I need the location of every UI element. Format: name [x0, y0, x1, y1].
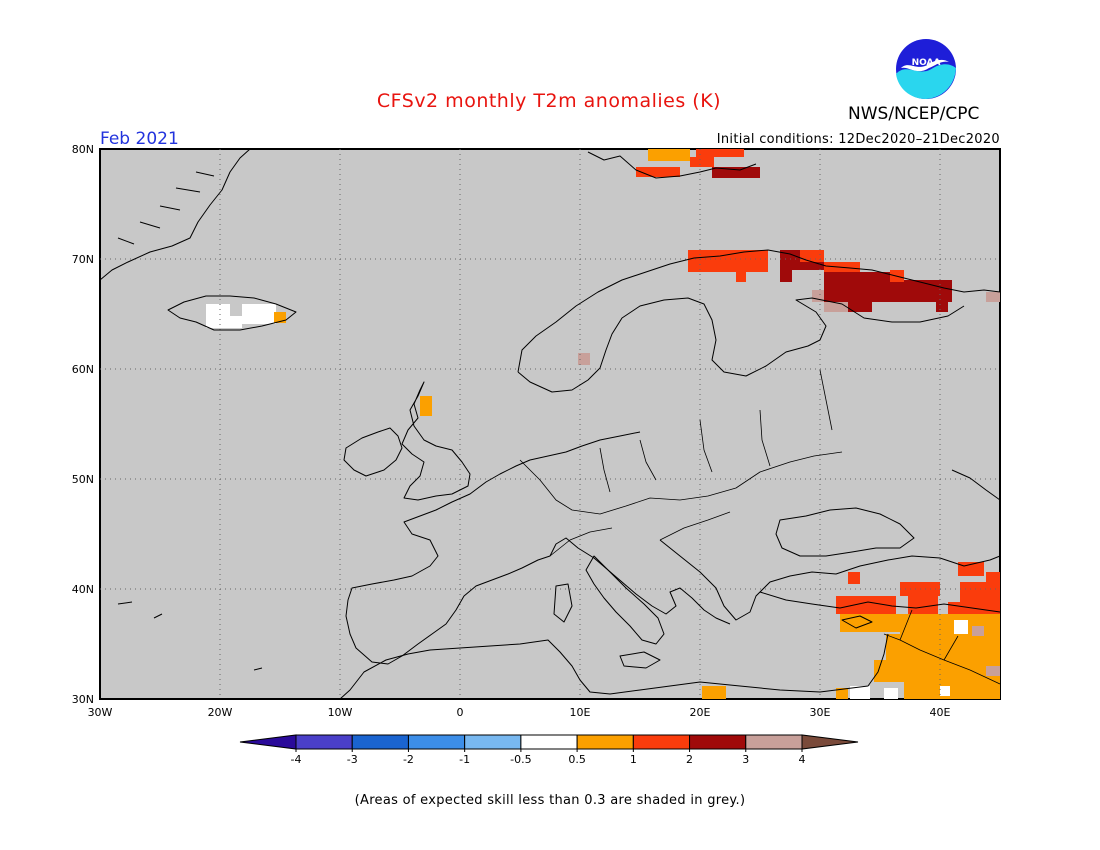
logo-text: NOAA [912, 58, 941, 68]
great-britain [401, 381, 471, 501]
noaa-logo: NOAA [896, 39, 956, 99]
anomaly-patches [206, 149, 1000, 699]
turkey-south-coast [759, 591, 1001, 613]
forecast-month: Feb 2021 [100, 129, 179, 149]
lon-tick-label: 20E [690, 706, 711, 719]
lon-tick-label: 20W [208, 706, 233, 719]
anomaly-north-scandinavia [688, 250, 824, 282]
west-europe-coast [345, 431, 731, 665]
north-africa-coast [339, 633, 889, 700]
legend-swatch [351, 734, 409, 750]
anomaly-nw-russia [812, 262, 1000, 312]
legend-tick-label: 3 [742, 753, 749, 766]
grid-lines [100, 149, 1000, 699]
scandinavia-north-coast [517, 249, 1001, 373]
legend-swatch [407, 734, 466, 750]
legend-arrow-low [239, 734, 297, 750]
sardinia [553, 583, 573, 623]
italy [585, 555, 665, 645]
lon-tick-label: 10E [570, 706, 591, 719]
legend-swatch [295, 734, 353, 750]
lat-tick-label: 80N [72, 143, 94, 156]
lat-tick-label: 40N [72, 583, 94, 596]
chart-title: CFSv2 monthly T2m anomalies (K) [376, 90, 722, 112]
legend-tick-label: -4 [291, 753, 302, 766]
initial-conditions: Initial conditions: 12Dec2020–21Dec2020 [716, 132, 1000, 147]
iceland-coast [167, 295, 297, 331]
agency-label: NWS/NCEP/CPC [848, 104, 980, 124]
anomaly-norway [578, 353, 590, 365]
legend-tick-label: 2 [686, 753, 693, 766]
cyprus [841, 615, 873, 629]
legend-tick-label: -2 [403, 753, 414, 766]
lat-tick-label: 70N [72, 253, 94, 266]
lat-tick-label: 60N [72, 363, 94, 376]
lon-tick-label: 10W [328, 706, 353, 719]
lat-tick-label: 30N [72, 693, 94, 706]
legend-tick-label: 1 [630, 753, 637, 766]
legend-swatch [689, 734, 747, 750]
lon-tick-label: 30E [810, 706, 831, 719]
legend-swatch [745, 734, 803, 750]
coastlines [99, 148, 1001, 700]
legend-tick-label: 0.5 [568, 753, 586, 766]
anomaly-scotland [420, 396, 432, 416]
black-sea-south-coast [659, 539, 1001, 621]
ireland [343, 427, 403, 477]
color-legend: -4 -3 -2 -1 -0.5 0.5 1 2 3 4 [239, 734, 859, 766]
lon-tick-label: 40E [930, 706, 951, 719]
axis-labels: 80N 70N 60N 50N 40N 30N 30W 20W 10W 0 10… [72, 143, 951, 719]
caspian-coast [951, 469, 1001, 501]
anomaly-svalbard [636, 149, 760, 178]
legend-arrow-high [801, 734, 859, 750]
lon-tick-label: 0 [457, 706, 464, 719]
greenland-coast [99, 148, 251, 281]
legend-tick-label: -3 [347, 753, 358, 766]
legend-swatch [464, 734, 522, 750]
sicily [619, 651, 661, 669]
black-sea [775, 507, 915, 557]
legend-tick-label: -1 [459, 753, 470, 766]
lon-tick-label: 30W [88, 706, 113, 719]
anomaly-iceland [206, 304, 286, 328]
legend-swatch [632, 734, 691, 750]
legend-swatch [576, 734, 634, 750]
legend-tick-label: -0.5 [510, 753, 531, 766]
lat-tick-label: 50N [72, 473, 94, 486]
skill-footnote: (Areas of expected skill less than 0.3 a… [354, 793, 746, 808]
legend-tick-label: 4 [799, 753, 806, 766]
svalbard-coast [587, 151, 757, 179]
legend-swatch [520, 734, 578, 750]
baltic-coast [517, 297, 965, 393]
anomaly-middle-east [702, 562, 1000, 699]
